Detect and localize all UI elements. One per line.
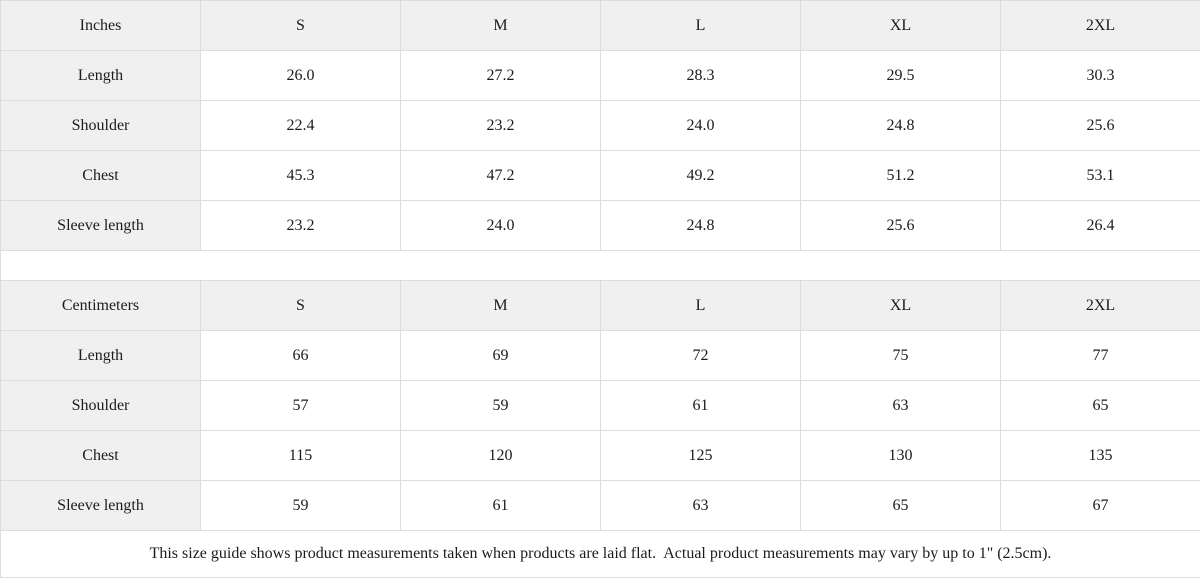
size-header-cell: XL (800, 0, 1001, 51)
measurement-value-cell: 27.2 (400, 50, 601, 101)
measurement-value-cell: 125 (600, 430, 801, 481)
footer-note: This size guide shows product measuremen… (0, 530, 1200, 578)
unit-header-cell: Centimeters (0, 280, 201, 331)
measurement-value-cell: 49.2 (600, 150, 801, 201)
measurement-value-cell: 30.3 (1000, 50, 1200, 101)
measurement-value-cell: 24.8 (600, 200, 801, 251)
measurement-value-cell: 61 (400, 480, 601, 531)
measurement-value-cell: 45.3 (200, 150, 401, 201)
measurement-label-cell: Sleeve length (0, 480, 201, 531)
measurement-value-cell: 47.2 (400, 150, 601, 201)
section-spacer-row (0, 250, 1200, 281)
measurement-value-cell: 115 (200, 430, 401, 481)
measurement-value-cell: 23.2 (200, 200, 401, 251)
measurement-label-cell: Shoulder (0, 380, 201, 431)
measurement-value-cell: 63 (800, 380, 1001, 431)
size-header-cell: L (600, 0, 801, 51)
measurement-value-cell: 25.6 (1000, 100, 1200, 151)
size-header-cell: M (400, 0, 601, 51)
measurement-value-cell: 72 (600, 330, 801, 381)
size-header-cell: L (600, 280, 801, 331)
measurement-value-cell: 63 (600, 480, 801, 531)
spacer-cell (0, 250, 1200, 281)
measurement-value-cell: 24.8 (800, 100, 1001, 151)
size-header-cell: 2XL (1000, 280, 1200, 331)
measurement-value-cell: 26.4 (1000, 200, 1200, 251)
measurement-row: Length 66 69 72 75 77 (0, 330, 1200, 381)
measurement-label-cell: Sleeve length (0, 200, 201, 251)
measurement-value-cell: 24.0 (400, 200, 601, 251)
section-header-row: Inches S M L XL 2XL (0, 0, 1200, 51)
measurement-value-cell: 25.6 (800, 200, 1001, 251)
measurement-value-cell: 26.0 (200, 50, 401, 101)
size-header-cell: M (400, 280, 601, 331)
measurement-row: Chest 115 120 125 130 135 (0, 430, 1200, 481)
measurement-value-cell: 120 (400, 430, 601, 481)
size-header-cell: XL (800, 280, 1001, 331)
measurement-value-cell: 61 (600, 380, 801, 431)
section-header-row: Centimeters S M L XL 2XL (0, 280, 1200, 331)
footer-note-row: This size guide shows product measuremen… (0, 530, 1200, 578)
measurement-value-cell: 135 (1000, 430, 1200, 481)
measurement-value-cell: 67 (1000, 480, 1200, 531)
measurement-label-cell: Chest (0, 430, 201, 481)
measurement-value-cell: 130 (800, 430, 1001, 481)
measurement-row: Length 26.0 27.2 28.3 29.5 30.3 (0, 50, 1200, 101)
measurement-value-cell: 75 (800, 330, 1001, 381)
measurement-value-cell: 59 (400, 380, 601, 431)
measurement-value-cell: 22.4 (200, 100, 401, 151)
measurement-row: Sleeve length 59 61 63 65 67 (0, 480, 1200, 531)
measurement-value-cell: 28.3 (600, 50, 801, 101)
measurement-value-cell: 66 (200, 330, 401, 381)
size-header-cell: 2XL (1000, 0, 1200, 51)
measurement-value-cell: 51.2 (800, 150, 1001, 201)
measurement-value-cell: 29.5 (800, 50, 1001, 101)
size-header-cell: S (200, 0, 401, 51)
measurement-value-cell: 59 (200, 480, 401, 531)
measurement-value-cell: 57 (200, 380, 401, 431)
measurement-label-cell: Shoulder (0, 100, 201, 151)
measurement-label-cell: Length (0, 330, 201, 381)
measurement-row: Chest 45.3 47.2 49.2 51.2 53.1 (0, 150, 1200, 201)
measurement-label-cell: Length (0, 50, 201, 101)
measurement-value-cell: 77 (1000, 330, 1200, 381)
measurement-value-cell: 23.2 (400, 100, 601, 151)
measurement-row: Sleeve length 23.2 24.0 24.8 25.6 26.4 (0, 200, 1200, 251)
size-header-cell: S (200, 280, 401, 331)
measurement-row: Shoulder 22.4 23.2 24.0 24.8 25.6 (0, 100, 1200, 151)
measurement-value-cell: 24.0 (600, 100, 801, 151)
measurement-value-cell: 69 (400, 330, 601, 381)
measurement-value-cell: 65 (800, 480, 1001, 531)
measurement-value-cell: 53.1 (1000, 150, 1200, 201)
measurement-value-cell: 65 (1000, 380, 1200, 431)
unit-header-cell: Inches (0, 0, 201, 51)
measurement-row: Shoulder 57 59 61 63 65 (0, 380, 1200, 431)
measurement-label-cell: Chest (0, 150, 201, 201)
